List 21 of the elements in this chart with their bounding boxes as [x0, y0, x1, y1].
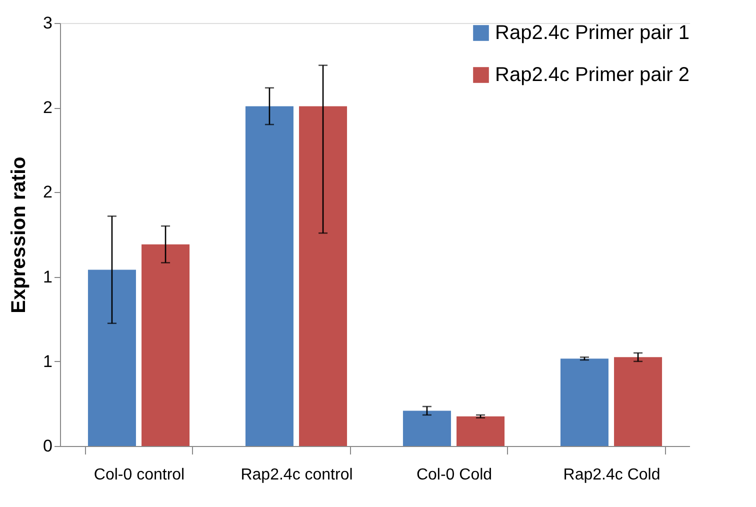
x-tick-label: Col-0 Cold	[416, 466, 492, 484]
legend-label: Rap2.4c Primer pair 2	[495, 64, 690, 86]
y-tick-label: 3	[43, 14, 52, 32]
bar	[456, 416, 505, 446]
bar	[299, 106, 348, 446]
y-tick-label: 2	[43, 98, 52, 118]
x-tick-label: Rap2.4c Cold	[563, 466, 660, 484]
bar	[88, 270, 136, 446]
y-tick-label: 1	[43, 352, 52, 371]
x-tick-label: Col-0 control	[94, 466, 185, 484]
bar	[142, 244, 190, 446]
x-tick-label: Rap2.4c control	[240, 466, 353, 484]
y-tick-label: 0	[43, 436, 52, 456]
bar	[560, 358, 608, 446]
y-tick-label: 2	[43, 182, 52, 202]
bar	[245, 106, 294, 446]
bar	[614, 357, 662, 446]
bar	[402, 410, 451, 446]
y-axis-title: Expression ratio	[8, 156, 30, 314]
legend-label: Rap2.4c Primer pair 1	[495, 22, 690, 44]
y-tick-label: 1	[43, 267, 52, 286]
